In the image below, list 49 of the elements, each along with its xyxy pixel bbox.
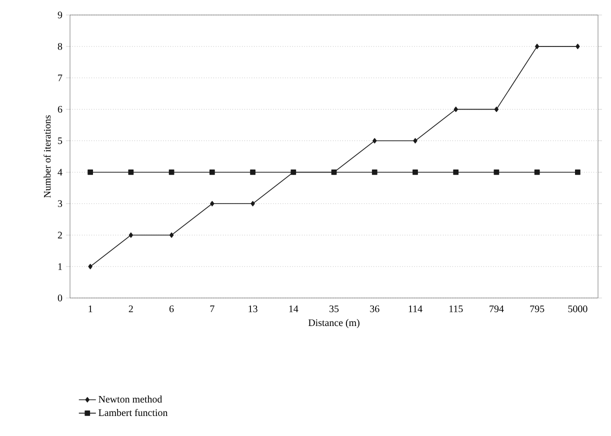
x-tick-label: 794 [490, 306, 504, 312]
x-tick-label: 795 [530, 306, 544, 312]
x-tick-label: 5000 [568, 306, 588, 312]
y-tick-label: 7 [58, 74, 62, 82]
point [209, 170, 215, 175]
x-tick-label: 1 [88, 306, 92, 312]
point [88, 264, 92, 270]
point [210, 200, 214, 206]
point [576, 44, 580, 50]
x-tick-label: 114 [408, 306, 422, 312]
x-tick-label: 36 [370, 306, 380, 312]
y-tick-label: 2 [58, 232, 62, 238]
y-axis-title: Number of iterations [44, 115, 51, 198]
point [534, 44, 540, 50]
y-tick-label: 3 [58, 200, 62, 207]
x-tick-label: 13 [248, 306, 258, 312]
x-tick-label: 115 [449, 306, 463, 312]
point [128, 170, 134, 175]
legend-label: Lambert function [98, 408, 168, 416]
point [250, 170, 256, 175]
point [454, 106, 458, 112]
point [128, 232, 134, 238]
y-tick-label: 0 [58, 294, 62, 302]
point [534, 170, 540, 175]
x-tick-label: 7 [210, 306, 214, 312]
point [494, 170, 500, 175]
y-tick-label: 5 [58, 137, 62, 144]
x-tick-label: 35 [330, 306, 339, 312]
x-tick-label: 14 [289, 306, 298, 312]
point [412, 170, 418, 175]
point [250, 200, 255, 206]
y-tick-label: 8 [58, 43, 62, 50]
legend-label: Newton method [98, 396, 162, 403]
point [372, 170, 378, 175]
y-tick-label: 4 [58, 168, 62, 176]
y-tick-label: 9 [58, 12, 62, 18]
point [453, 170, 459, 175]
y-tick-label: 6 [58, 106, 62, 113]
point [88, 170, 94, 175]
point [168, 170, 174, 175]
point [575, 170, 580, 175]
x-tick-label: 6 [169, 306, 174, 312]
y-tick-label: 1 [58, 263, 62, 270]
point [494, 106, 499, 112]
point [413, 138, 418, 144]
point [169, 232, 174, 238]
x-axis-title: Distance (m) [308, 319, 360, 328]
x-tick-label: 2 [128, 306, 133, 312]
point [372, 138, 377, 144]
